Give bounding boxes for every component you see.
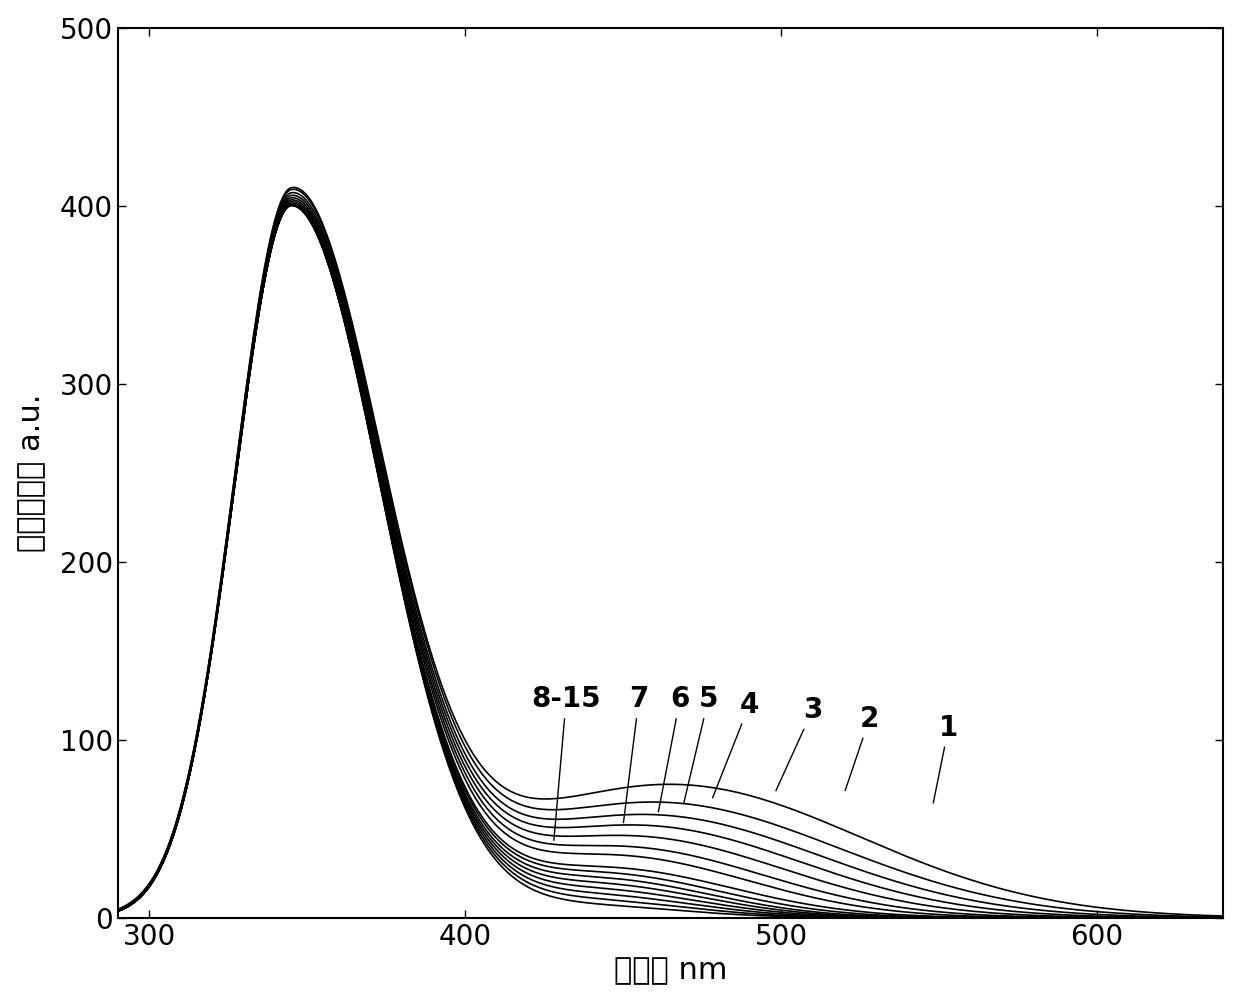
Text: 3: 3 [776, 695, 822, 791]
Y-axis label: 荧光强度／ a.u.: 荧光强度／ a.u. [16, 394, 46, 552]
Text: 2: 2 [846, 704, 879, 791]
Text: 7: 7 [624, 685, 649, 823]
Text: 1: 1 [934, 713, 959, 803]
Text: 8-15: 8-15 [532, 685, 601, 841]
Text: 4: 4 [713, 690, 759, 798]
Text: 6: 6 [658, 685, 689, 812]
X-axis label: 波长／ nm: 波长／ nm [614, 956, 727, 985]
Text: 5: 5 [683, 685, 718, 803]
